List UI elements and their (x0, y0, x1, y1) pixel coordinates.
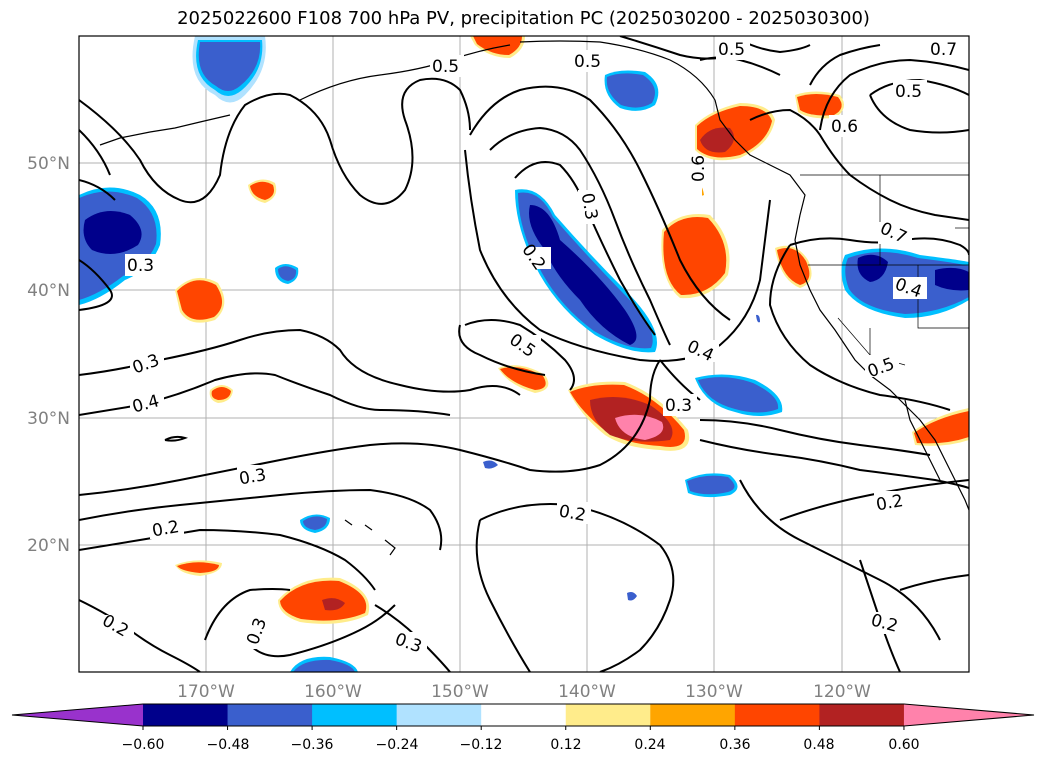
lon-label: 160°W (304, 682, 362, 702)
contour-label: 0.3 (238, 465, 268, 489)
map-frame (78, 35, 970, 673)
lon-label: 120°W (813, 682, 871, 702)
map-title: 2025022600 F108 700 hPa PV, precipitatio… (177, 8, 870, 29)
contour-label: 0.2 (875, 491, 905, 515)
colorbar-tick-label: −0.24 (376, 737, 419, 753)
colorbar-segment (396, 704, 482, 726)
lat-label: 40°N (27, 281, 70, 301)
colorbar-tick-label: −0.60 (122, 737, 165, 753)
colorbar-segments (11, 703, 1035, 730)
colorbar-tick-label: −0.36 (291, 737, 334, 753)
colorbar-segment (481, 704, 567, 726)
colorbar-segment (734, 704, 820, 726)
lat-label: 30°N (27, 409, 70, 429)
contour-label: 0.5 (574, 52, 601, 72)
colorbar-tick-label: 0.60 (888, 737, 919, 753)
contour-label: 0.5 (432, 57, 459, 77)
lon-label: 150°W (431, 682, 489, 702)
contour-label: 0.2 (557, 502, 587, 526)
colorbar-segment (143, 704, 229, 726)
colorbar-segment (819, 704, 905, 726)
contour-label: 0.5 (718, 40, 745, 60)
contour-label: 0.3 (665, 396, 692, 416)
colorbar-tick-label: 0.12 (550, 737, 581, 753)
negative-precip-areas (79, 36, 969, 672)
contour-label: 0.5 (895, 82, 922, 102)
pv-contours (79, 36, 969, 672)
lat-label: 50°N (27, 154, 70, 174)
colorbar-tick-label: 0.36 (719, 737, 750, 753)
map-content: 0.5 0.5 0.5 0.7 0.5 0.6 0.6 0.3 0.2 0.3 … (79, 36, 969, 672)
colorbar-ticks: −0.60 −0.48 −0.36 −0.24 −0.12 0.12 0.24 … (122, 737, 920, 753)
contour-label: 0.3 (127, 256, 154, 276)
lon-label: 170°W (177, 682, 235, 702)
lon-label: 130°W (685, 682, 743, 702)
latitude-labels: 50°N 40°N 30°N 20°N (27, 154, 70, 556)
contour-label: 0.2 (151, 517, 181, 541)
colorbar-extend-low (12, 704, 143, 726)
colorbar-tick-label: 0.24 (634, 737, 665, 753)
colorbar-tick-label: −0.12 (460, 737, 503, 753)
lon-label: 140°W (558, 682, 616, 702)
contour-labels: 0.5 0.5 0.5 0.7 0.5 0.6 0.6 0.3 0.2 0.3 … (99, 38, 962, 657)
contour-label: 0.7 (930, 40, 957, 60)
colorbar-segment (650, 704, 736, 726)
contour-label: 0.6 (831, 117, 858, 137)
longitude-labels: 170°W 160°W 150°W 140°W 130°W 120°W (177, 682, 871, 702)
lat-label: 20°N (27, 536, 70, 556)
contour-label: 0.3 (577, 191, 601, 221)
colorbar-tick-label: 0.48 (803, 737, 834, 753)
colorbar-tick-label: −0.48 (207, 737, 250, 753)
contour-label: 0.6 (689, 155, 709, 182)
colorbar-extend-high (903, 704, 1034, 726)
colorbar: −0.60 −0.48 −0.36 −0.24 −0.12 0.12 0.24 … (11, 703, 1035, 753)
colorbar-segment (312, 704, 398, 726)
colorbar-segment (565, 704, 651, 726)
colorbar-segment (227, 704, 313, 726)
